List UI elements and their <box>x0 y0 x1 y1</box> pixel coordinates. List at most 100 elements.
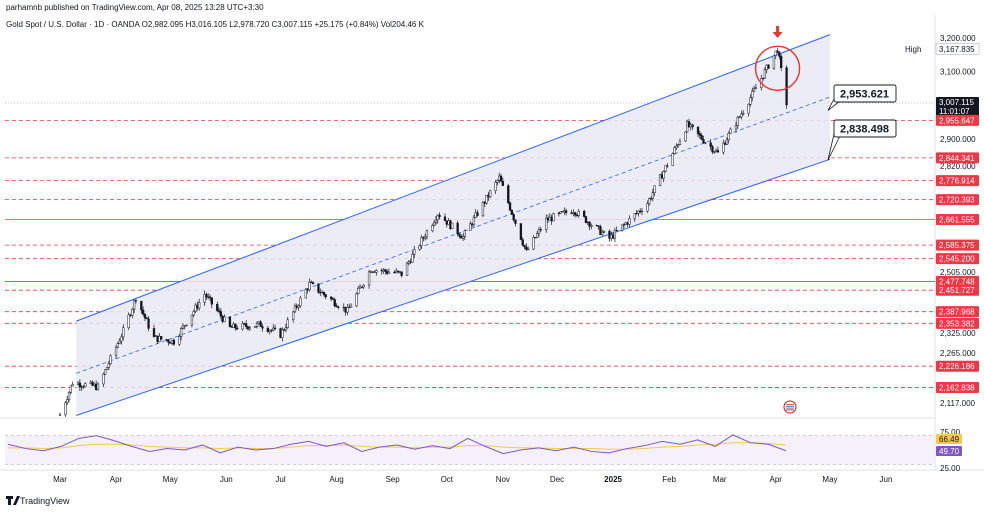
candle-body-21 <box>114 346 118 356</box>
time-axis: Mar Apr May Jun Jul Aug Sep Oct Nov Dec 2025 Feb Mar… <box>53 475 892 484</box>
level-tag-7-bg <box>936 275 979 287</box>
time-tick-label-8: Nov <box>496 475 510 484</box>
candle-body-30 <box>134 300 138 302</box>
candle-body-284 <box>778 52 781 57</box>
candle-body-140 <box>413 248 416 255</box>
rsi-tag-bg <box>936 446 962 456</box>
candle-body-80 <box>261 326 264 329</box>
candle-body-57 <box>205 294 208 298</box>
candle-body-77 <box>255 322 259 327</box>
candle-body-190 <box>539 229 542 231</box>
candle-body-34 <box>145 317 148 320</box>
candle-body-129 <box>385 271 389 274</box>
time-tick-label-14: May <box>822 475 837 484</box>
time-tick-label-5: Aug <box>329 475 343 484</box>
rsi-ma-tag-bg <box>936 434 962 444</box>
candle-body-252 <box>698 133 701 136</box>
candle-body-47 <box>179 328 183 337</box>
time-tick-label-6: Sep <box>385 475 400 484</box>
candle-body-121 <box>367 271 371 286</box>
candle-body-9 <box>82 386 85 388</box>
time-tick-label-13: Apr <box>770 475 783 484</box>
candle-body-15 <box>96 383 100 390</box>
current-price-tag-bg <box>936 97 979 118</box>
level-tag-4-bg <box>936 213 979 225</box>
candle-body-91 <box>292 311 295 321</box>
candle-body-20 <box>109 355 112 364</box>
candle-body-177 <box>508 202 512 211</box>
candle-body-235 <box>653 185 656 193</box>
candle-body-283 <box>776 50 779 53</box>
candle-body-104 <box>322 291 326 295</box>
candle-body-116 <box>355 293 358 307</box>
candle-body-222 <box>622 224 626 226</box>
candle-body-75 <box>248 327 251 330</box>
candle-body-206 <box>583 210 586 217</box>
current-price-value: 3,007.115 <box>939 98 975 107</box>
candle-body-126 <box>380 270 383 272</box>
brand: TradingView <box>6 496 70 506</box>
level-tag-11-bg <box>936 360 979 372</box>
time-tick-label-12: Mar <box>713 475 727 484</box>
candle-body-55 <box>198 302 201 309</box>
rsi-tag-value: 49.70 <box>939 447 960 456</box>
high-tag-value: 3,167.835 <box>939 45 975 54</box>
candle-body-270 <box>742 112 745 115</box>
level-tag-3-bg <box>936 194 979 206</box>
candle-body-218 <box>611 234 615 239</box>
candle-body-1 <box>64 402 67 416</box>
candle-body-131 <box>393 271 396 274</box>
candle-body-260 <box>716 150 720 153</box>
candle-body-97 <box>306 289 309 291</box>
price-tick-label-4: 2,820.000 <box>940 162 976 171</box>
candle-body-54 <box>196 304 199 309</box>
price-tick-label-6: 3,100.000 <box>940 68 976 77</box>
level-tag-2-bg <box>936 175 979 187</box>
candle-body-187 <box>534 237 537 239</box>
candle-body-49 <box>183 325 186 327</box>
candle-body-172 <box>496 180 499 183</box>
candle-body-123 <box>371 271 374 273</box>
candle-body-178 <box>510 209 514 215</box>
candle-body-243 <box>675 145 678 149</box>
callout-label-0: 2,953.621 <box>840 89 889 101</box>
candle-body-286 <box>785 67 788 106</box>
candle-body-229 <box>639 210 642 212</box>
price-tick-label-1: 2,265.000 <box>940 349 976 358</box>
candle-body-56 <box>203 294 206 303</box>
candle-body-142 <box>420 237 423 246</box>
candle-body-156 <box>456 222 459 235</box>
candle-body-117 <box>357 287 360 295</box>
candle-body-106 <box>329 296 333 300</box>
candle-body-241 <box>671 153 674 166</box>
time-tick-label-0: Mar <box>53 475 67 484</box>
candle-body-157 <box>458 233 461 237</box>
time-tick-label-2: May <box>163 475 178 484</box>
candle-body-43 <box>169 342 172 344</box>
candle-body-32 <box>141 309 145 315</box>
candle-body-81 <box>266 327 270 332</box>
candle-body-62 <box>217 310 221 312</box>
level-tag-1: 2,844.341 <box>939 154 975 163</box>
candle-body-51 <box>190 314 194 326</box>
candle-body-150 <box>438 214 441 218</box>
candle-body-186 <box>532 237 535 250</box>
candle-body-100 <box>311 282 315 284</box>
time-tick-label-3: Jun <box>220 475 233 484</box>
candle-body-213 <box>599 226 602 235</box>
candle-body-210 <box>590 225 593 227</box>
candle-body-228 <box>637 210 640 214</box>
candle-body-76 <box>254 326 257 328</box>
candle-body-0 <box>58 414 62 416</box>
candle-body-205 <box>577 210 580 216</box>
rsi-ma-line <box>8 442 787 450</box>
candle-body-11 <box>89 381 92 384</box>
candle-body-37 <box>154 335 157 338</box>
level-tag-10: 2,353.382 <box>939 319 975 328</box>
time-tick-label-1: Apr <box>110 475 123 484</box>
candle-body-93 <box>295 305 298 308</box>
candle-body-2 <box>66 399 69 404</box>
rsi-line <box>7 434 787 455</box>
